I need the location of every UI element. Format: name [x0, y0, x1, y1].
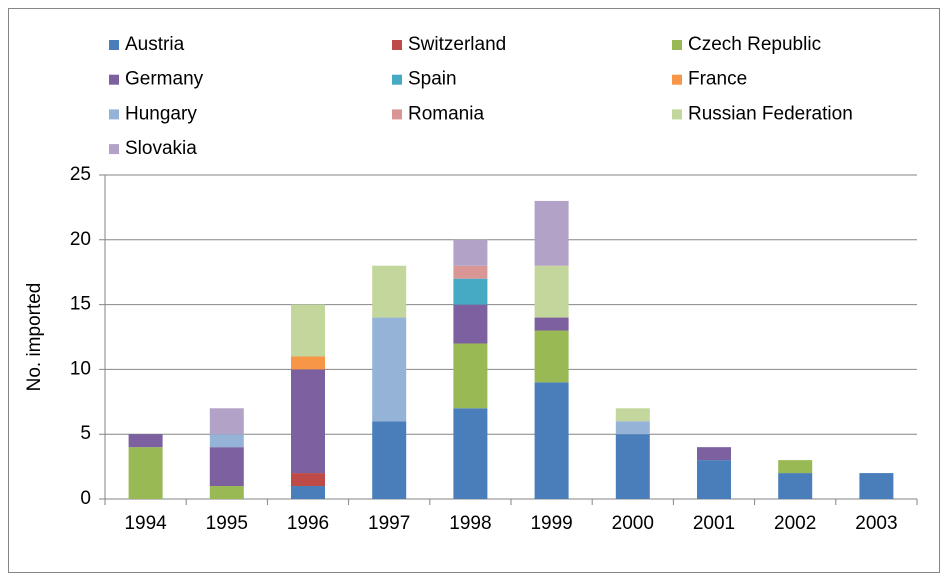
x-tick-label: 1994: [124, 513, 167, 534]
bar-segment: [534, 330, 569, 383]
legend-label: Germany: [125, 69, 204, 90]
x-tick-label: 1998: [449, 513, 491, 534]
bar-segment: [615, 408, 650, 422]
bar-segment: [615, 434, 650, 499]
x-tick-label: 1999: [530, 513, 572, 534]
bar-segment: [291, 356, 325, 370]
bar-segment: [697, 460, 731, 499]
legend-swatch: [109, 109, 119, 120]
y-tick-label: 10: [70, 358, 91, 379]
bar-segment: [453, 304, 488, 344]
legend-label: Austria: [125, 34, 185, 55]
bar-segment: [453, 343, 488, 409]
y-tick-label: 5: [80, 423, 91, 444]
bar-segment: [778, 460, 813, 474]
bar-segment: [209, 486, 244, 499]
legend-label: France: [688, 69, 747, 90]
legend-swatch: [672, 109, 682, 120]
bar-segment: [453, 265, 488, 279]
bar-segment: [291, 486, 325, 499]
bar-segment: [534, 317, 569, 331]
bar-segment: [453, 278, 488, 305]
x-tick-label: 2001: [693, 513, 735, 534]
y-axis-label: No. imported: [24, 283, 45, 392]
legend-swatch: [392, 40, 402, 50]
legend-label: Spain: [408, 69, 457, 90]
bar-segment: [372, 317, 407, 422]
legend-label: Czech Republic: [688, 34, 821, 55]
legend-label: Romania: [408, 103, 484, 124]
legend-swatch: [672, 74, 682, 85]
bar-segment: [534, 265, 569, 318]
bar-segment: [453, 408, 488, 499]
bar-segment: [209, 408, 244, 435]
bar-segment: [291, 304, 325, 357]
bar-segment: [534, 200, 569, 266]
bar-segment: [697, 447, 731, 461]
x-tick-label: 1997: [368, 513, 410, 534]
legend-label: Switzerland: [408, 34, 506, 55]
legend-label: Slovakia: [125, 138, 197, 159]
y-tick-label: 20: [70, 229, 91, 250]
legend-label: Russian Federation: [688, 103, 853, 124]
legend-swatch: [109, 144, 119, 155]
bar-segment: [291, 473, 325, 487]
bar-segment: [128, 434, 163, 448]
legend-swatch: [392, 74, 402, 85]
bar-segment: [372, 421, 407, 499]
x-tick-label: 2002: [774, 513, 816, 534]
y-tick-label: 0: [80, 488, 91, 509]
legend-swatch: [109, 74, 119, 85]
bar-segment: [453, 239, 488, 266]
x-tick-label: 1996: [287, 513, 329, 534]
bar-segment: [778, 473, 813, 499]
bar-segment: [209, 447, 244, 487]
legend-label: Hungary: [125, 103, 197, 124]
bar-segment: [291, 369, 325, 474]
y-tick-label: 25: [70, 164, 91, 185]
bar-segment: [372, 265, 407, 318]
y-tick-label: 15: [70, 294, 91, 315]
bar-segment: [534, 382, 569, 499]
x-tick-label: 1995: [206, 513, 248, 534]
legend-swatch: [109, 40, 119, 50]
legend-swatch: [392, 109, 402, 120]
bar-segment: [859, 473, 894, 499]
x-tick-label: 2003: [855, 513, 897, 534]
bar-segment: [615, 421, 650, 435]
bar-segment: [128, 447, 163, 499]
x-tick-label: 2000: [612, 513, 654, 534]
bar-segment: [209, 434, 244, 448]
legend-swatch: [672, 40, 682, 50]
